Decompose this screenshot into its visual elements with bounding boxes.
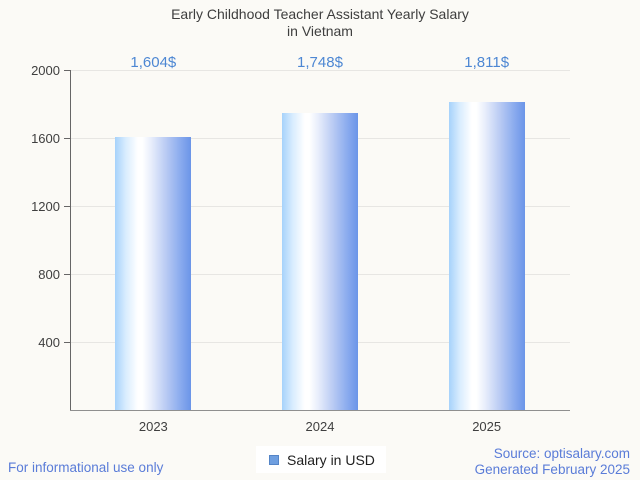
y-tick-label: 400 (38, 335, 60, 350)
x-axis-baseline (70, 410, 570, 411)
bar (448, 102, 525, 410)
grid-line (70, 70, 570, 71)
chart-title-line2: in Vietnam (287, 23, 353, 39)
bar (115, 137, 192, 410)
value-label: 1,604$ (130, 54, 177, 71)
y-tick-label: 800 (38, 267, 60, 282)
generated-line: Generated February 2025 (474, 462, 630, 477)
bar (282, 112, 358, 410)
y-axis-tick (64, 206, 70, 207)
source-line: Source: optisalary.com (493, 446, 630, 461)
chart-title: Early Childhood Teacher Assistant Yearly… (0, 6, 640, 40)
y-tick-label: 1200 (31, 199, 60, 214)
value-label: 1,748$ (297, 54, 343, 71)
x-tick-label: 2024 (305, 419, 335, 434)
y-axis-tick (64, 138, 70, 139)
value-label: 1,811$ (464, 54, 510, 71)
y-tick-label: 2000 (31, 63, 60, 78)
source-attribution: Source: optisalary.com Generated Februar… (475, 446, 630, 478)
y-axis-line (70, 70, 71, 410)
x-tick-label: 2025 (472, 419, 502, 434)
y-axis-tick (64, 342, 70, 343)
legend: Salary in USD (256, 446, 386, 473)
legend-label: Salary in USD (287, 451, 375, 468)
chart-title-line1: Early Childhood Teacher Assistant Yearly… (171, 6, 469, 22)
x-tick-label: 2023 (138, 419, 168, 434)
y-tick-label: 1600 (31, 131, 60, 146)
legend-swatch-icon (269, 454, 279, 465)
disclaimer-text: For informational use only (8, 460, 164, 475)
y-axis-tick (64, 274, 70, 275)
y-axis-tick (64, 70, 70, 71)
